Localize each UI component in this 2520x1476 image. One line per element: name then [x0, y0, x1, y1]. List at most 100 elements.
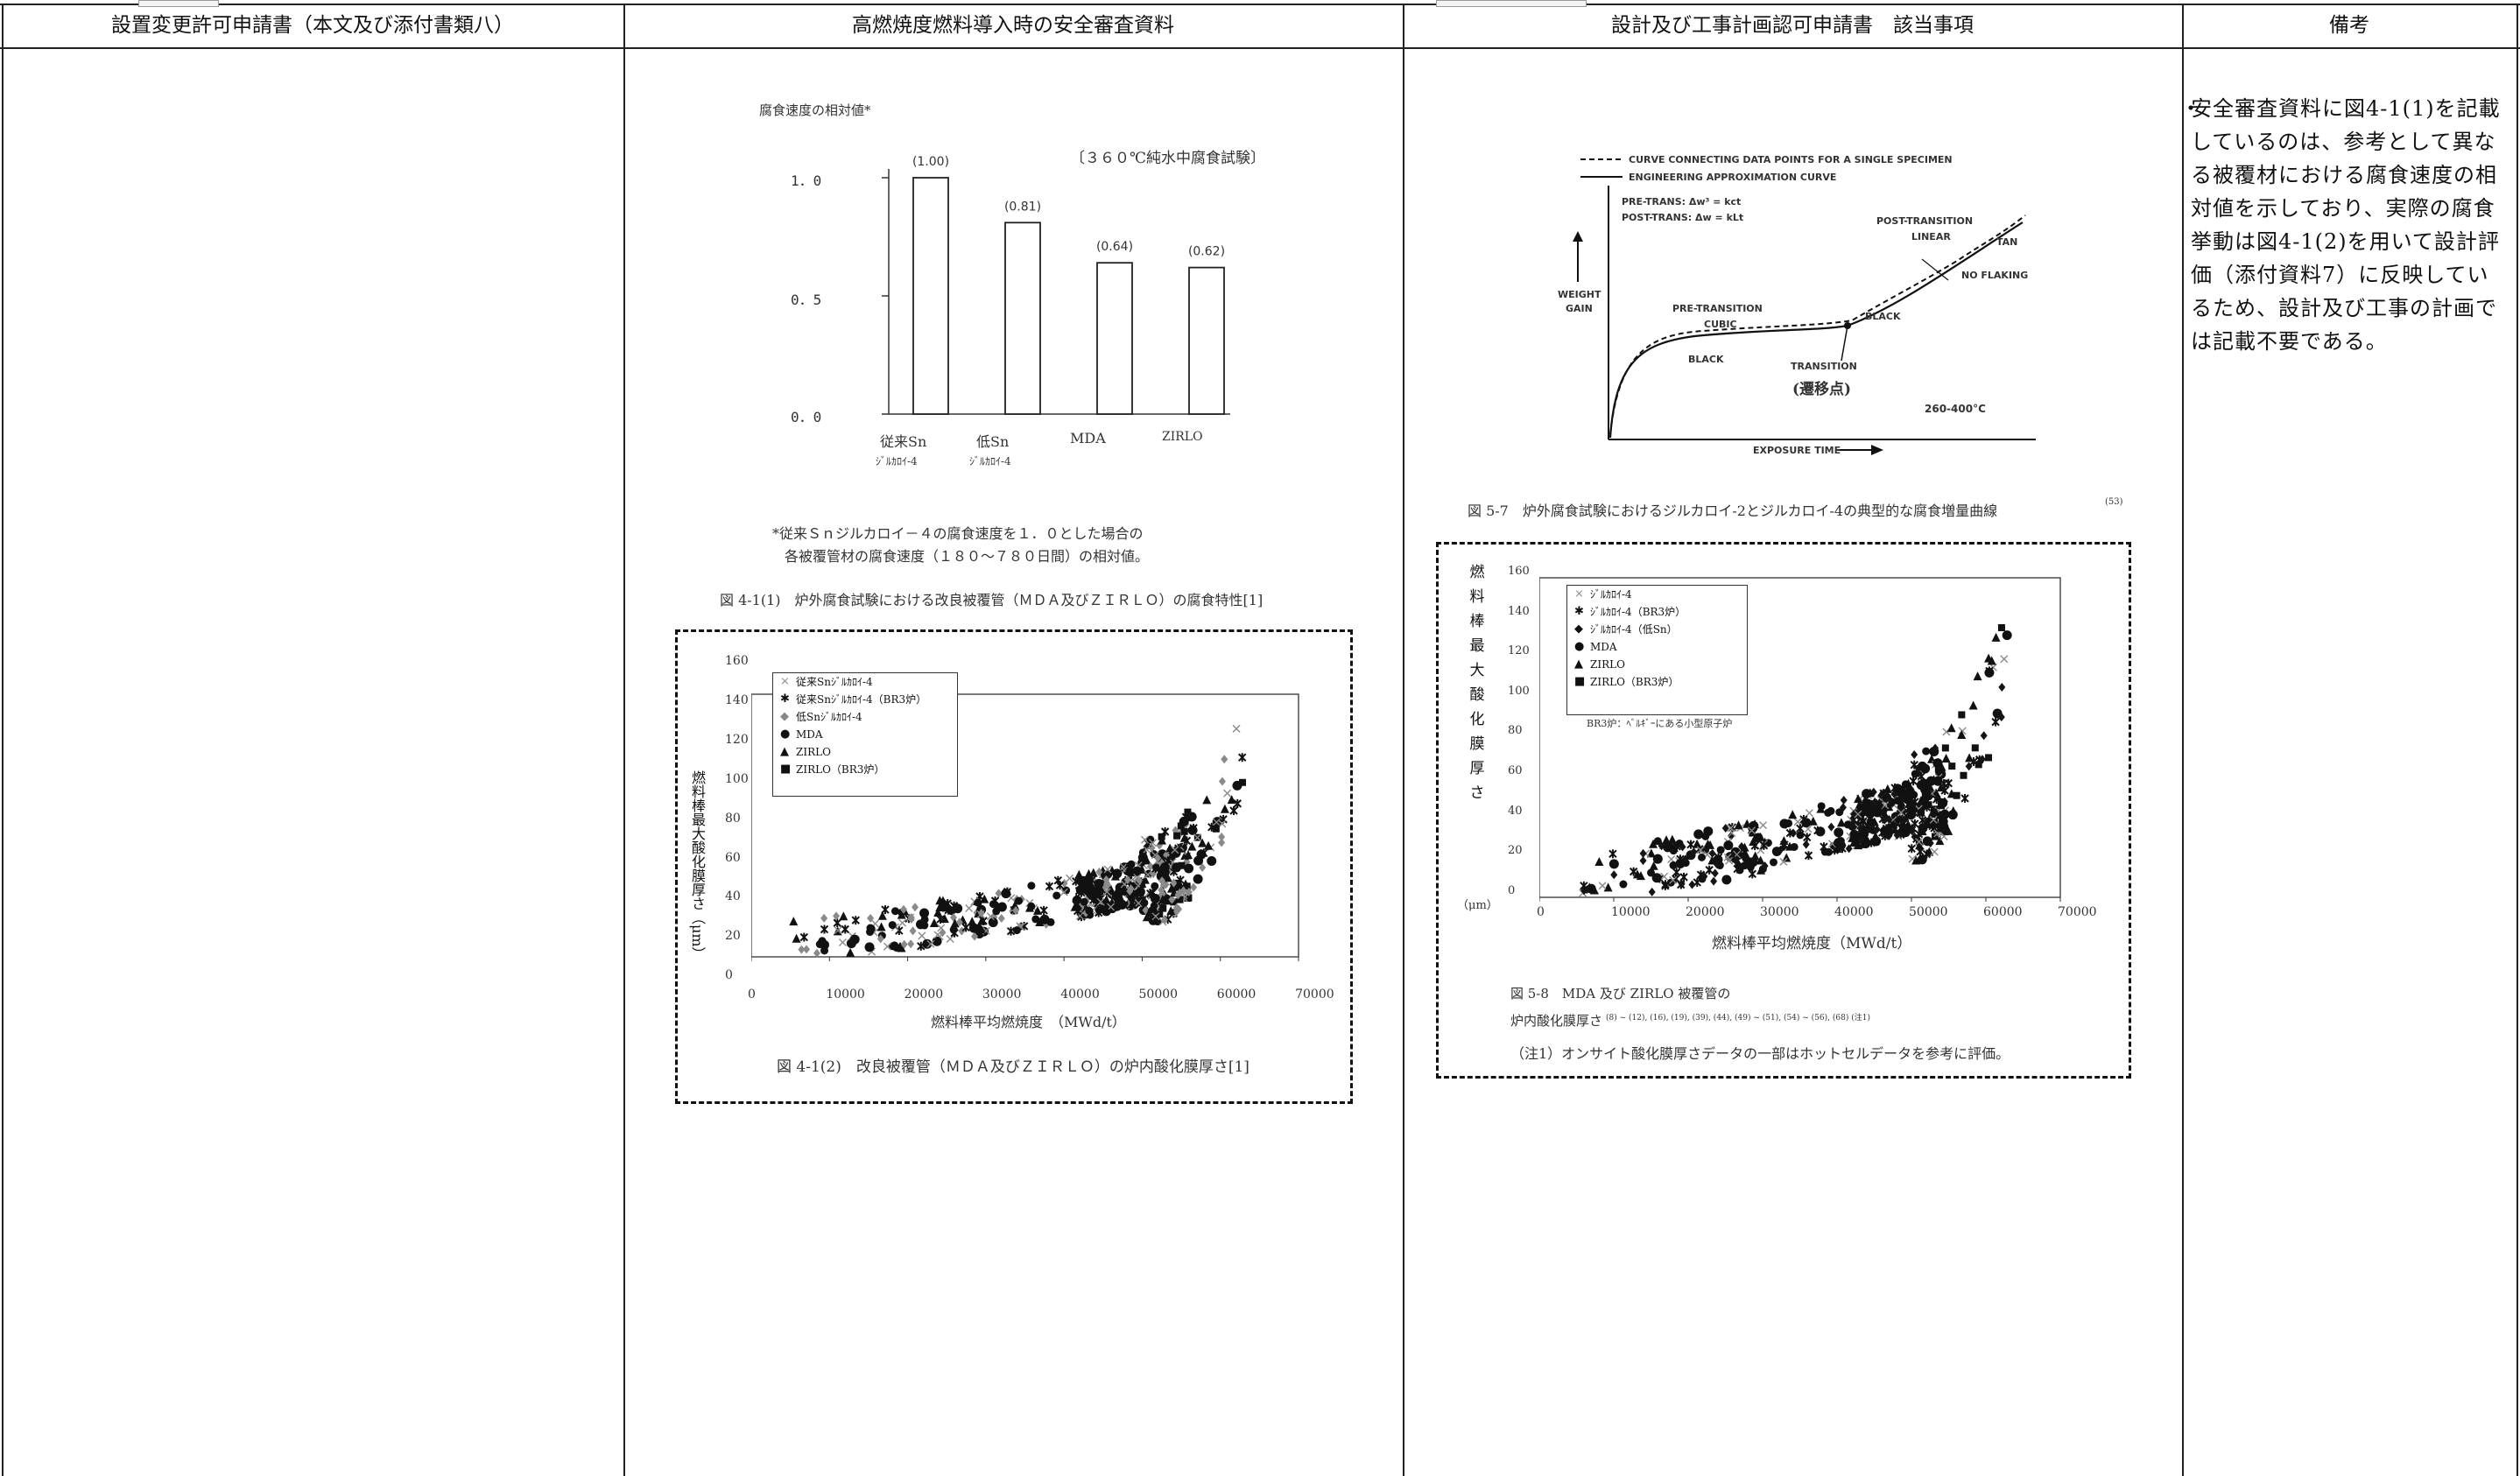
right-point-mda — [1698, 853, 1707, 861]
left-point-zircaloy — [834, 926, 842, 935]
left-point-mda — [920, 915, 929, 924]
left-point-mda — [1150, 893, 1160, 903]
right-point-zirlo — [1897, 822, 1907, 832]
left-point-zircaloy — [1059, 888, 1068, 896]
left-point-zirlo — [944, 903, 954, 912]
bar-value-label: (0.81) — [1004, 200, 1041, 214]
right-point-zirlo — [1594, 856, 1604, 866]
right-point-lowsn — [1893, 831, 1901, 840]
left-point-zirlo — [1183, 850, 1193, 860]
right-point-zirlo — [1900, 812, 1910, 821]
left-point-mda — [1027, 882, 1036, 890]
right-point-zircaloy — [1897, 808, 1905, 817]
left-point-mda — [932, 936, 942, 946]
right-ytick-label: 160 — [1508, 565, 1530, 578]
left-point-mda — [1232, 780, 1242, 791]
left-point-zirlo-br3 — [1239, 778, 1247, 786]
bar-chart-ylabel: 腐食速度の相対値* — [759, 102, 871, 118]
right-point-br3 — [1863, 820, 1872, 830]
right-point-mda — [1723, 840, 1734, 851]
fig-5-7-legend-line-2: ENGINEERING APPROXIMATION CURVE — [1629, 172, 1837, 183]
left-point-mda — [1140, 898, 1149, 907]
right-point-zirlo — [1854, 794, 1863, 804]
left-point-zirlo — [1163, 873, 1172, 882]
left-xtick-label: 20000 — [904, 988, 944, 1002]
left-point-br3 — [1088, 875, 1096, 885]
exposure-arrowhead — [1871, 445, 1883, 455]
right-point-zirlo — [1784, 841, 1794, 851]
right-point-zirlo — [1742, 819, 1752, 828]
right-point-mda — [1652, 854, 1663, 864]
right-point-mda — [1721, 875, 1732, 885]
scatter-left-xlabel: 燃料棒平均燃焼度 （MWd/t） — [931, 1014, 1126, 1030]
left-point-zirlo-br3 — [1159, 904, 1167, 912]
left-point-zirlo-br3 — [1184, 808, 1192, 816]
right-point-lowsn — [1700, 872, 1708, 882]
right-point-mda — [1771, 847, 1782, 857]
legend-item: × 従来Snｼﾞﾙｶﾛｲ-4 — [780, 675, 873, 688]
left-point-mda — [968, 923, 979, 933]
remark-bullet: ・ — [2180, 96, 2202, 121]
left-point-br3 — [1229, 806, 1238, 816]
legend-item: ■ ZIRLO（BR3炉） — [780, 763, 885, 776]
right-xtick-label: 10000 — [1611, 905, 1651, 919]
left-point-zircaloy — [1096, 897, 1105, 906]
right-point-br3 — [1960, 793, 1969, 803]
right-point-zirlo — [1849, 838, 1859, 847]
right-point-br3 — [1679, 872, 1688, 882]
right-point-br3 — [1661, 881, 1670, 890]
left-point-br3 — [820, 924, 829, 934]
left-ytick-label: 0 — [725, 968, 733, 983]
left-xtick-label: 10000 — [826, 988, 865, 1002]
scatter-plot-left — [751, 693, 1299, 961]
right-point-lowsn — [1978, 755, 1986, 764]
right-point-lowsn — [1932, 743, 1939, 753]
ylabel-char: 膜 — [1469, 735, 1485, 753]
right-point-zirlo — [1603, 882, 1613, 892]
left-point-lowsn — [1218, 777, 1226, 786]
column-rule — [2182, 4, 2184, 1476]
fig-5-7-eq2: POST-TRANS: Δw = kLt — [1622, 212, 1744, 223]
left-point-lowsn — [1148, 843, 1156, 853]
column-header-application: 設置変更許可申請書（本文及び添付書類八） — [111, 14, 514, 37]
right-point-zircaloy — [1748, 826, 1756, 835]
fig-5-7-caption: 図 5-7 炉外腐食試験におけるジルカロイ-2とジルカロイ-4の典型的な腐食増量… — [1468, 503, 1998, 519]
left-point-lowsn — [1172, 903, 1180, 912]
right-point-zirlo — [1632, 869, 1642, 879]
right-point-lowsn — [1873, 825, 1881, 834]
right-point-zirlo — [1649, 839, 1658, 848]
left-point-lowsn — [1158, 889, 1166, 898]
approximation-curve — [1608, 221, 2024, 439]
ylabel-char: さ — [1469, 784, 1485, 802]
fig-5-8-dashed-frame — [1436, 542, 2131, 1079]
left-point-lowsn — [1170, 878, 1178, 888]
right-point-zirlo-br3 — [1953, 791, 1960, 799]
left-point-lowsn — [907, 939, 915, 949]
left-point-lowsn — [803, 945, 811, 954]
left-point-zirlo — [1157, 835, 1166, 845]
column-rule — [1403, 4, 1404, 1476]
left-point-mda — [1094, 879, 1104, 889]
left-point-zirlo — [1140, 875, 1150, 884]
right-point-lowsn — [1713, 859, 1721, 868]
right-point-lowsn — [1997, 713, 2005, 722]
left-point-zirlo — [977, 916, 987, 925]
left-point-lowsn — [798, 945, 806, 954]
left-point-mda — [1151, 882, 1159, 890]
left-point-zirlo — [1072, 893, 1081, 903]
left-point-zircaloy — [1232, 724, 1241, 733]
left-point-lowsn — [1199, 862, 1207, 872]
left-point-zirlo-br3 — [1178, 861, 1186, 869]
left-point-br3 — [881, 905, 890, 915]
right-point-br3 — [1750, 841, 1759, 851]
left-ytick-label: 120 — [725, 732, 749, 747]
right-point-zircaloy — [1660, 872, 1669, 881]
left-point-mda — [1172, 862, 1182, 873]
ylabel-char: 最 — [1469, 637, 1485, 655]
right-point-br3 — [1705, 865, 1714, 875]
left-point-zirlo — [1142, 912, 1151, 922]
left-point-lowsn — [909, 926, 917, 936]
right-point-zirlo — [1968, 700, 1978, 710]
right-point-lowsn — [1690, 847, 1698, 857]
